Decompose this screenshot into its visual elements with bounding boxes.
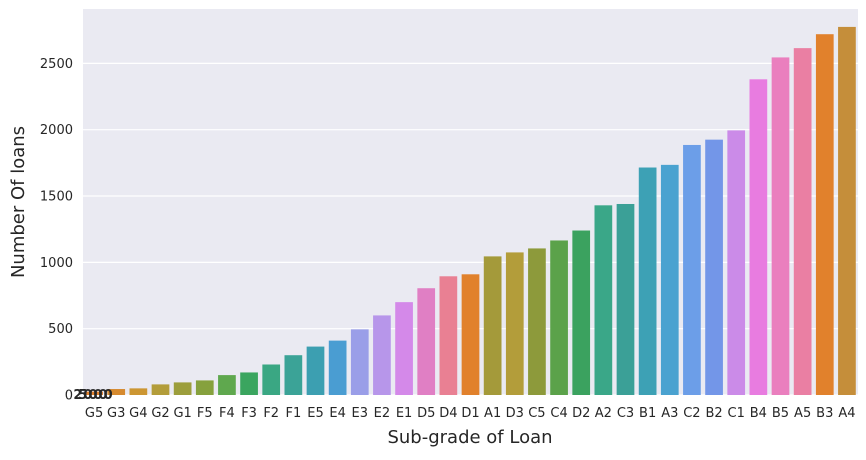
x-tick-label: D4 bbox=[439, 406, 457, 421]
x-tick-label: F4 bbox=[219, 406, 235, 421]
bar-C3 bbox=[616, 203, 635, 395]
x-tick-label: F3 bbox=[241, 406, 257, 421]
x-tick-label: F2 bbox=[263, 406, 279, 421]
bar-E2 bbox=[373, 315, 391, 395]
y-tick-label: 1500 bbox=[40, 190, 73, 205]
x-tick-label: A4 bbox=[838, 406, 855, 421]
bar-A3 bbox=[660, 164, 679, 395]
bar-C1 bbox=[727, 130, 746, 395]
x-tick-label: D3 bbox=[506, 406, 524, 421]
x-tick-label: B1 bbox=[639, 406, 656, 421]
bar-C4 bbox=[550, 240, 568, 395]
bar-G5 bbox=[85, 391, 103, 395]
bar-F4 bbox=[218, 375, 236, 395]
bar-A2 bbox=[594, 205, 613, 395]
bar-D1 bbox=[461, 274, 480, 395]
x-tick-label: B2 bbox=[705, 406, 722, 421]
overlap-tick-label: 2500000 bbox=[73, 388, 112, 403]
x-tick-label: F1 bbox=[285, 406, 301, 421]
x-tick-label: G5 bbox=[85, 406, 103, 421]
bar-E5 bbox=[306, 346, 325, 395]
x-tick-labels: G5 G3 G4 G2 G1 F5 F4 F3 F2 F1 E5 E4 E3 E2 E1 D5 D4 D1 A1 D3… bbox=[85, 406, 856, 421]
x-tick-label: B3 bbox=[816, 406, 833, 421]
bar-D4 bbox=[439, 276, 458, 395]
y-tick-label: 500 bbox=[48, 322, 73, 337]
x-tick-label: E3 bbox=[352, 406, 369, 421]
x-tick-label: E2 bbox=[374, 406, 391, 421]
bar-C2 bbox=[683, 144, 701, 395]
bar-F2 bbox=[262, 364, 281, 395]
bar-D5 bbox=[417, 288, 436, 395]
x-tick-label: C4 bbox=[550, 406, 567, 421]
x-tick-label: A1 bbox=[484, 406, 501, 421]
x-tick-label: B5 bbox=[772, 406, 789, 421]
y-tick-label: 1000 bbox=[40, 256, 73, 271]
bar-F5 bbox=[195, 380, 214, 395]
x-tick-label: A3 bbox=[661, 406, 678, 421]
x-tick-label: E1 bbox=[396, 406, 413, 421]
bar-B2 bbox=[705, 139, 723, 395]
bar-F1 bbox=[284, 355, 303, 395]
bar-B4 bbox=[749, 79, 768, 396]
bars bbox=[85, 26, 856, 396]
bar-F3 bbox=[240, 372, 258, 395]
x-axis-title: Sub-grade of Loan bbox=[387, 427, 552, 448]
bar-A5 bbox=[793, 48, 812, 395]
bar-B1 bbox=[638, 167, 657, 395]
bar-E1 bbox=[395, 302, 413, 395]
x-tick-label: E4 bbox=[329, 406, 346, 421]
bar-B5 bbox=[771, 57, 790, 396]
bar-G4 bbox=[129, 388, 148, 395]
x-tick-label: G2 bbox=[151, 406, 169, 421]
x-tick-label: G1 bbox=[173, 406, 191, 421]
x-tick-label: A5 bbox=[794, 406, 811, 421]
x-tick-label: C5 bbox=[528, 406, 545, 421]
x-tick-label: B4 bbox=[750, 406, 767, 421]
bar-C5 bbox=[528, 248, 546, 395]
bar-G3 bbox=[107, 389, 126, 395]
bar-E4 bbox=[328, 340, 347, 395]
bar-D3 bbox=[505, 252, 524, 395]
x-tick-label: D5 bbox=[417, 406, 435, 421]
x-tick-label: G4 bbox=[129, 406, 147, 421]
x-tick-label: C3 bbox=[617, 406, 634, 421]
x-tick-label: F5 bbox=[197, 406, 213, 421]
x-tick-label: A2 bbox=[595, 406, 612, 421]
bar-B3 bbox=[815, 34, 834, 395]
x-tick-label: G3 bbox=[107, 406, 125, 421]
y-tick-labels: 500 1000 1500 2000 2500 0 bbox=[40, 57, 73, 404]
y-tick-label: 0 bbox=[65, 389, 73, 404]
x-tick-label: C2 bbox=[683, 406, 700, 421]
bar-A4 bbox=[838, 26, 856, 395]
x-tick-label: E5 bbox=[307, 406, 324, 421]
x-tick-label: C1 bbox=[728, 406, 745, 421]
bar-E3 bbox=[350, 329, 369, 395]
y-axis-title: Number Of loans bbox=[8, 126, 29, 278]
bar-G1 bbox=[173, 382, 192, 395]
x-tick-label: D1 bbox=[461, 406, 479, 421]
bar-A1 bbox=[483, 256, 502, 395]
x-tick-label: D2 bbox=[572, 406, 590, 421]
y-tick-label: 2000 bbox=[40, 123, 73, 138]
bar-D2 bbox=[572, 230, 591, 395]
bar-G2 bbox=[151, 384, 170, 395]
y-tick-label: 2500 bbox=[40, 57, 73, 72]
